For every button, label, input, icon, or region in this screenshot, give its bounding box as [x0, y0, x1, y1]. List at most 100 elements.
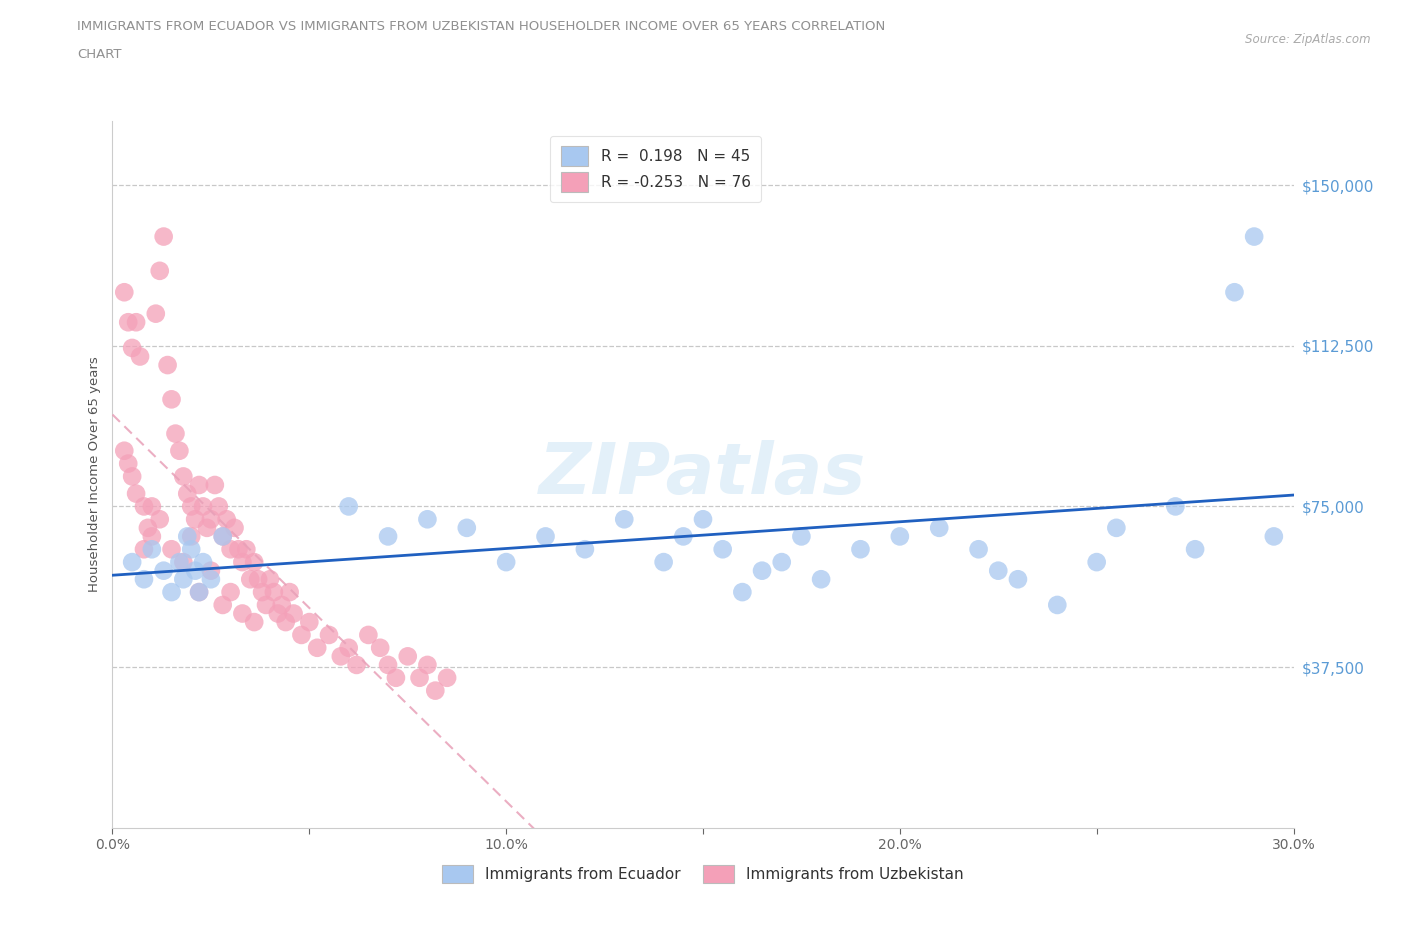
Point	[267, 606, 290, 621]
Point	[495, 554, 517, 569]
Point	[711, 542, 734, 557]
Point	[211, 529, 233, 544]
Point	[377, 658, 399, 672]
Point	[408, 671, 430, 685]
Point	[188, 585, 211, 600]
Point	[283, 606, 305, 621]
Point	[211, 529, 233, 544]
Point	[263, 585, 285, 600]
Point	[149, 263, 172, 278]
Point	[1085, 554, 1108, 569]
Point	[368, 641, 391, 656]
Point	[132, 572, 155, 587]
Point	[172, 469, 194, 484]
Point	[180, 529, 202, 544]
Point	[254, 597, 277, 612]
Point	[200, 512, 222, 526]
Point	[180, 542, 202, 557]
Point	[1263, 529, 1285, 544]
Point	[416, 512, 439, 526]
Point	[298, 615, 321, 630]
Point	[141, 542, 163, 557]
Point	[889, 529, 911, 544]
Point	[141, 529, 163, 544]
Point	[195, 521, 218, 536]
Point	[329, 649, 352, 664]
Point	[219, 585, 242, 600]
Point	[121, 340, 143, 355]
Point	[112, 285, 135, 299]
Point	[211, 597, 233, 612]
Point	[208, 499, 231, 514]
Text: CHART: CHART	[77, 48, 122, 61]
Point	[987, 564, 1010, 578]
Point	[1105, 521, 1128, 536]
Point	[247, 572, 270, 587]
Point	[169, 444, 191, 458]
Point	[337, 499, 360, 514]
Point	[270, 597, 292, 612]
Point	[731, 585, 754, 600]
Point	[184, 512, 207, 526]
Point	[180, 499, 202, 514]
Point	[692, 512, 714, 526]
Point	[231, 606, 253, 621]
Point	[149, 512, 172, 526]
Point	[184, 564, 207, 578]
Point	[1184, 542, 1206, 557]
Point	[224, 521, 246, 536]
Point	[1046, 597, 1069, 612]
Point	[152, 229, 174, 244]
Point	[200, 572, 222, 587]
Point	[250, 585, 273, 600]
Point	[751, 564, 773, 578]
Point	[1243, 229, 1265, 244]
Point	[810, 572, 832, 587]
Point	[160, 392, 183, 406]
Point	[160, 585, 183, 600]
Text: Source: ZipAtlas.com: Source: ZipAtlas.com	[1246, 33, 1371, 46]
Point	[396, 649, 419, 664]
Point	[165, 426, 187, 441]
Point	[188, 478, 211, 493]
Point	[290, 628, 312, 643]
Legend: Immigrants from Ecuador, Immigrants from Uzbekistan: Immigrants from Ecuador, Immigrants from…	[434, 857, 972, 891]
Point	[125, 314, 148, 329]
Point	[377, 529, 399, 544]
Point	[534, 529, 557, 544]
Point	[346, 658, 368, 672]
Point	[129, 349, 152, 364]
Point	[176, 486, 198, 501]
Point	[652, 554, 675, 569]
Point	[141, 499, 163, 514]
Point	[117, 314, 139, 329]
Point	[152, 564, 174, 578]
Point	[160, 542, 183, 557]
Point	[416, 658, 439, 672]
Point	[1164, 499, 1187, 514]
Point	[425, 684, 447, 698]
Point	[259, 572, 281, 587]
Point	[191, 499, 214, 514]
Point	[967, 542, 990, 557]
Point	[243, 615, 266, 630]
Point	[613, 512, 636, 526]
Point	[121, 469, 143, 484]
Point	[176, 529, 198, 544]
Point	[215, 512, 238, 526]
Point	[125, 486, 148, 501]
Point	[849, 542, 872, 557]
Point	[172, 554, 194, 569]
Point	[117, 456, 139, 471]
Point	[219, 542, 242, 557]
Point	[436, 671, 458, 685]
Point	[928, 521, 950, 536]
Point	[235, 542, 257, 557]
Text: ZIPatlas: ZIPatlas	[540, 440, 866, 509]
Point	[1223, 285, 1246, 299]
Point	[156, 358, 179, 373]
Point	[274, 615, 297, 630]
Point	[191, 554, 214, 569]
Point	[228, 542, 250, 557]
Point	[456, 521, 478, 536]
